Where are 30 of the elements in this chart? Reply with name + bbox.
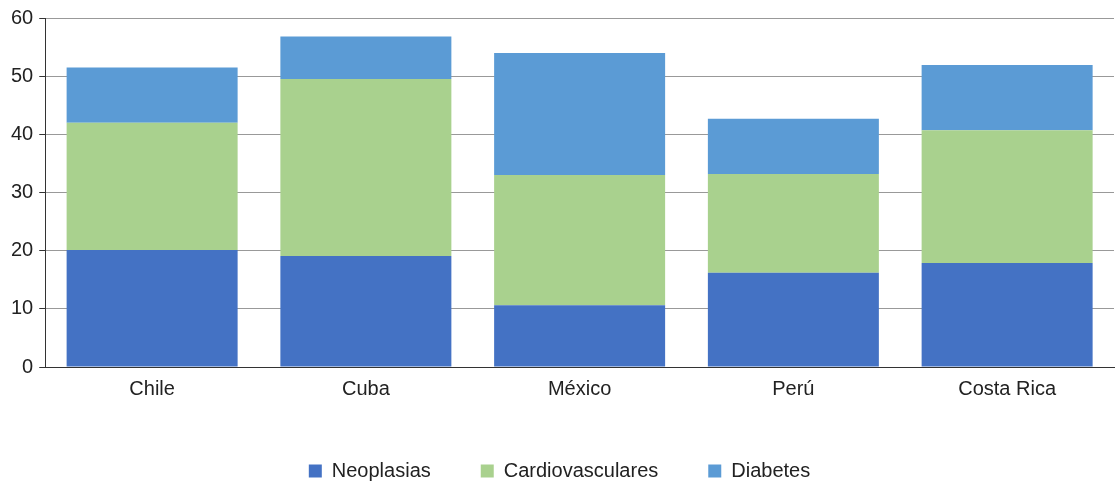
bar (707, 173, 879, 273)
bar (494, 175, 666, 306)
bar (921, 262, 1093, 367)
x-tick-label: México (547, 376, 612, 399)
legend-label: Diabetes (731, 458, 811, 481)
legend-label: Neoplasias (331, 458, 431, 481)
bar (494, 52, 666, 176)
x-tick-label: Cuba (341, 376, 391, 399)
bar (66, 67, 238, 123)
x-tick-label: Chile (129, 376, 175, 399)
y-tick-label: 20 (11, 238, 34, 261)
y-tick-label: 50 (11, 63, 34, 86)
y-tick-label: 0 (22, 354, 34, 377)
bar (66, 250, 238, 367)
x-tick-label: Costa Rica (958, 376, 1057, 399)
bar (707, 118, 879, 174)
bar (280, 36, 452, 80)
bar (66, 122, 238, 251)
y-tick-label: 60 (11, 5, 34, 28)
bar (280, 255, 452, 367)
bar (494, 305, 666, 367)
bar (921, 65, 1093, 131)
y-tick-label: 40 (11, 121, 34, 144)
x-tick-label: Perú (772, 376, 815, 399)
bar (280, 79, 452, 256)
legend-label: Cardiovasculares (503, 458, 659, 481)
bar (707, 272, 879, 367)
y-tick-label: 10 (11, 296, 34, 319)
bar (921, 130, 1093, 263)
y-tick-label: 30 (11, 180, 34, 203)
